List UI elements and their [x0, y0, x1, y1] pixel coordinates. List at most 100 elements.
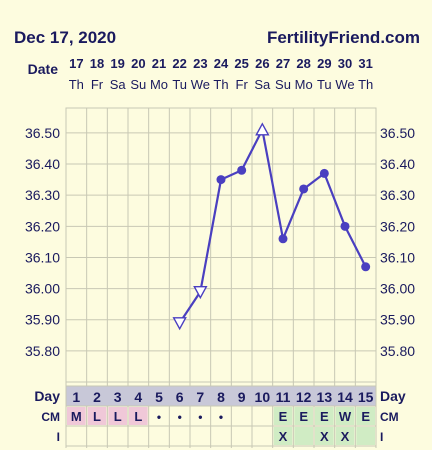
temperature-point: [278, 234, 288, 244]
y-tick-label-left: 36.00: [25, 281, 60, 297]
i-cell-bg: [356, 427, 375, 445]
temperature-point-open: [172, 317, 187, 331]
y-tick-label-right: 35.80: [380, 343, 415, 359]
temperature-point: [237, 165, 247, 175]
cm-cell-bg: [294, 407, 313, 425]
y-tick-label-right: 35.90: [380, 312, 415, 328]
day-row-label-left: Day: [34, 388, 60, 404]
y-tick-label-right: 36.00: [380, 281, 415, 297]
weekday-label: Th: [358, 77, 373, 92]
date-label: 31: [358, 56, 372, 71]
day-number: 8: [217, 389, 225, 405]
temperature-point-open: [255, 122, 270, 136]
date-label: 23: [193, 56, 207, 71]
date-label: 29: [317, 56, 331, 71]
cm-value: E: [299, 409, 308, 424]
intercourse-mark: X: [279, 429, 288, 444]
day-number: 12: [296, 389, 312, 405]
i-cell-bg: [315, 427, 334, 445]
cm-value: •: [157, 410, 161, 424]
date-label: 20: [131, 56, 145, 71]
cm-cell-bg: [87, 407, 107, 425]
date-label: 28: [296, 56, 310, 71]
y-tick-label-left: 36.10: [25, 249, 60, 265]
date-label: 17: [69, 56, 83, 71]
y-tick-label-right: 36.40: [380, 156, 415, 172]
cm-value: E: [279, 409, 288, 424]
y-tick-label-left: 35.90: [25, 312, 60, 328]
i-cell-bg: [273, 427, 293, 445]
date-label: 25: [234, 56, 248, 71]
cm-value: •: [178, 410, 182, 424]
intercourse-mark: X: [320, 429, 329, 444]
weekday-label: Sa: [254, 77, 271, 92]
weekday-label: We: [191, 77, 210, 92]
cm-cell-bg: [315, 407, 334, 425]
temperature-line: [178, 128, 367, 324]
cm-value: M: [71, 409, 82, 424]
y-tick-label-right: 36.50: [380, 125, 415, 141]
y-tick-label-right: 36.20: [380, 218, 415, 234]
cm-cell-bg: [335, 407, 355, 425]
weekday-label: Th: [213, 77, 228, 92]
day-number: 14: [337, 389, 353, 405]
cm-cell-bg: [129, 407, 148, 425]
weekday-label: Tu: [317, 77, 332, 92]
day-number: 11: [276, 389, 291, 405]
i-cell-bg: [294, 427, 313, 445]
y-tick-label-left: 36.50: [25, 125, 60, 141]
y-tick-label-left: 36.30: [25, 187, 60, 203]
i-row-label-left: I: [57, 430, 60, 444]
cm-cell-bg: [356, 407, 375, 425]
date-label: 27: [276, 56, 290, 71]
weekday-label: Tu: [172, 77, 187, 92]
date-label: 30: [338, 56, 352, 71]
cm-value: W: [339, 409, 352, 424]
day-number: 3: [114, 389, 122, 405]
day-number: 2: [93, 389, 101, 405]
cm-value: •: [219, 410, 223, 424]
temperature-point: [216, 175, 226, 185]
cm-row-label-left: CM: [41, 410, 60, 424]
date-label: 24: [214, 56, 229, 71]
weekday-label: Mo: [295, 77, 313, 92]
weekday-label: Mo: [150, 77, 168, 92]
y-tick-label-left: 35.80: [25, 343, 60, 359]
day-number: 1: [72, 389, 80, 405]
weekday-label: Fr: [236, 77, 249, 92]
date-label: 26: [255, 56, 269, 71]
date-label: 18: [90, 56, 104, 71]
cm-value: E: [361, 409, 370, 424]
date-row-label: Date: [28, 61, 59, 77]
y-tick-label-left: 36.20: [25, 218, 60, 234]
y-tick-label-left: 36.40: [25, 156, 60, 172]
temperature-point-open: [193, 286, 208, 300]
day-number: 10: [255, 389, 271, 405]
cm-cell-bg: [273, 407, 293, 425]
weekday-label: Su: [130, 77, 146, 92]
i-cell-bg: [335, 427, 355, 445]
day-number: 15: [358, 389, 374, 405]
cm-row-label-right: CM: [380, 410, 399, 424]
weekday-label: Fr: [91, 77, 104, 92]
date-label: 21: [152, 56, 166, 71]
date-label: 22: [172, 56, 186, 71]
y-tick-label-right: 36.30: [380, 187, 415, 203]
site-name: FertilityFriend.com: [266, 28, 420, 47]
day-number: 6: [176, 389, 184, 405]
cm-value: L: [134, 409, 142, 424]
day-number: 13: [317, 389, 333, 405]
cm-value: E: [320, 409, 329, 424]
temperature-point: [319, 168, 329, 178]
cm-cell-bg: [108, 407, 127, 425]
y-tick-label-right: 36.10: [380, 249, 415, 265]
weekday-label: We: [335, 77, 354, 92]
temperature-point: [340, 221, 350, 231]
day-number: 4: [134, 389, 142, 405]
day-number: 9: [238, 389, 246, 405]
cm-cell-bg: [67, 407, 86, 425]
day-row-label-right: Day: [380, 388, 406, 404]
day-number: 5: [155, 389, 163, 405]
chart-date: Dec 17, 2020: [14, 28, 117, 47]
